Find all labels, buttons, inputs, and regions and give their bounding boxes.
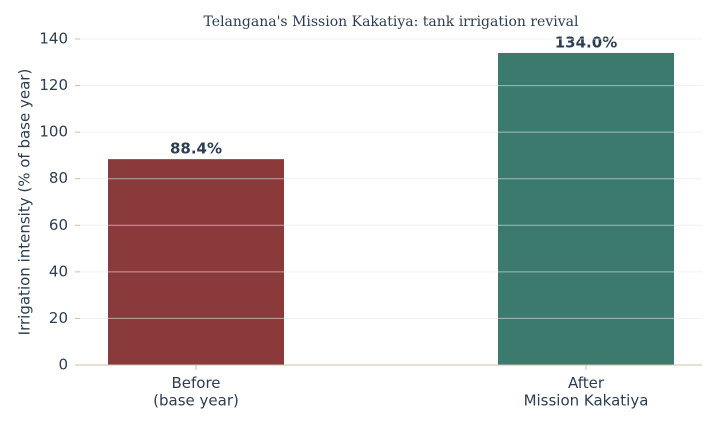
y-tick-label: 40 xyxy=(49,262,68,280)
y-tick-label: 120 xyxy=(39,76,68,94)
y-tick-label: 0 xyxy=(58,356,68,374)
x-tick-label: Before (base year) xyxy=(153,374,239,409)
value-label: 88.4% xyxy=(170,140,222,158)
y-tick-label: 60 xyxy=(49,216,68,234)
y-tick-label: 140 xyxy=(39,30,68,48)
y-tick-label: 80 xyxy=(49,169,68,187)
bar xyxy=(108,159,284,365)
value-label: 134.0% xyxy=(555,33,617,51)
bar xyxy=(498,52,674,365)
y-tick-label: 20 xyxy=(49,309,68,327)
y-axis-label: Irrigation intensity (% of base year) xyxy=(16,69,34,336)
y-tick-label: 100 xyxy=(39,123,68,141)
x-tick-label: After Mission Kakatiya xyxy=(524,374,649,409)
chart-title: Telangana's Mission Kakatiya: tank irrig… xyxy=(204,14,579,30)
